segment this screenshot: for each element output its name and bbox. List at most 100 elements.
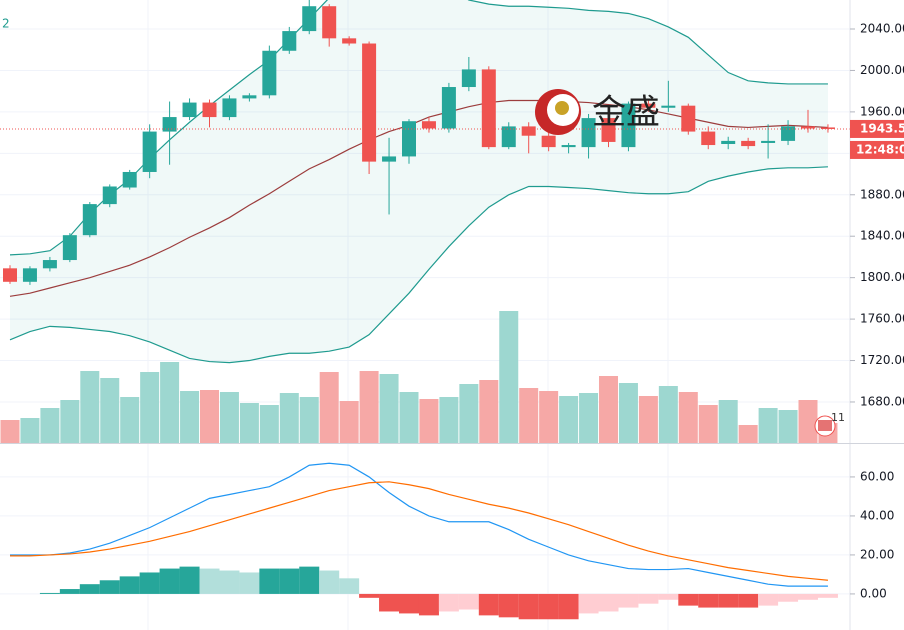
price-pane	[0, 0, 850, 443]
candle-body	[162, 117, 177, 132]
candle-body	[741, 140, 756, 147]
histogram-bar	[299, 566, 320, 594]
y-tick-label: 1840.00	[860, 229, 904, 243]
watermark-logo: 金盛	[535, 89, 660, 135]
y-tick-label: 1800.00	[860, 270, 904, 284]
candle-body	[382, 156, 397, 162]
histogram-bar	[658, 593, 679, 600]
candle-body	[102, 186, 117, 205]
candle-body	[701, 131, 716, 146]
candle-body	[62, 235, 77, 261]
histogram-bar	[518, 593, 539, 620]
volume-bar	[180, 391, 200, 443]
volume-bar	[419, 399, 439, 443]
volume-bar	[259, 405, 279, 443]
histogram-bar	[558, 593, 579, 620]
volume-bar	[678, 392, 698, 443]
volume-bar	[698, 405, 718, 443]
volume-bar	[379, 374, 399, 443]
histogram-bar	[399, 593, 419, 614]
volume-bar	[798, 400, 818, 443]
volume-bar	[579, 393, 599, 443]
histogram-bar	[159, 568, 180, 594]
legend-fragment: 2	[2, 17, 10, 31]
histogram-bar	[259, 568, 280, 594]
volume-bar	[399, 392, 419, 443]
candle-body	[182, 102, 197, 118]
y-tick-label: 2040.00	[860, 22, 904, 36]
candle-body	[42, 260, 57, 269]
indicator-line	[9, 166, 828, 364]
watermark: 金盛	[592, 93, 660, 133]
candle-body	[402, 121, 416, 157]
histogram-bar	[319, 570, 340, 594]
y-tick-label: 1760.00	[860, 312, 904, 326]
candle-body	[362, 43, 377, 162]
histogram-bar	[279, 568, 300, 594]
histogram-bar	[359, 593, 380, 598]
volume-bar	[0, 420, 20, 443]
candle-body	[3, 268, 17, 282]
band-fill	[10, 0, 828, 363]
histogram-bar	[538, 593, 559, 620]
y-tick-label: 20.00	[860, 547, 894, 561]
histogram-bar	[199, 568, 220, 594]
candle-body	[561, 145, 576, 148]
volume-bar	[459, 384, 479, 443]
y-tick-label: 1680.00	[860, 394, 904, 408]
volume-bar	[319, 372, 339, 443]
volume-bar	[80, 371, 100, 443]
histogram-bar	[498, 593, 519, 618]
histogram-bar	[578, 593, 599, 614]
volume-bar	[718, 400, 738, 443]
histogram-bar	[458, 593, 479, 610]
histogram-bar	[139, 572, 160, 594]
volume-bar	[559, 396, 579, 443]
y-tick-label: 60.00	[860, 469, 894, 483]
candle-body	[601, 118, 616, 142]
volume-bar	[738, 425, 758, 443]
volume-badge: 11	[814, 411, 845, 437]
volume-bar	[60, 400, 80, 443]
y-tick-label: 1880.00	[860, 187, 904, 201]
candle-body	[322, 6, 337, 39]
y-tick-label: 40.00	[860, 508, 894, 522]
histogram-bar	[678, 593, 699, 606]
candle-body	[302, 6, 317, 32]
badge-flag	[818, 420, 832, 431]
last-price-box	[850, 119, 904, 138]
candle-body	[342, 38, 357, 44]
candle-body	[82, 204, 97, 236]
volume-bar	[499, 311, 519, 443]
y-tick-label: 1720.00	[860, 353, 904, 367]
last-price-label: 1943.53	[860, 121, 904, 135]
volume-bar	[618, 383, 638, 443]
volume-bar	[100, 378, 120, 443]
badge-text: 11	[831, 411, 845, 424]
candle-body	[242, 95, 257, 99]
histogram-bar	[478, 593, 499, 616]
histogram-bar	[778, 593, 799, 602]
histogram-bar	[339, 578, 360, 594]
histogram-bar	[438, 593, 459, 612]
candle-body	[282, 31, 297, 51]
candle-body	[521, 126, 536, 136]
volume-bar	[359, 371, 379, 443]
histogram-bar	[379, 593, 400, 612]
volume-bar	[519, 388, 539, 443]
candle-body	[421, 121, 436, 129]
candle-body	[581, 118, 596, 148]
volume-bar	[279, 393, 299, 443]
volume-bar	[539, 391, 559, 443]
candle-body	[222, 98, 237, 118]
volume-bar	[778, 410, 798, 443]
volume-bar	[339, 401, 359, 443]
candle-body	[262, 50, 277, 96]
volume-bar	[758, 408, 778, 443]
candle-body	[142, 131, 157, 172]
countdown-box	[850, 140, 904, 159]
histogram-bar	[618, 593, 639, 608]
countdown-label: 12:48:06	[856, 142, 904, 156]
